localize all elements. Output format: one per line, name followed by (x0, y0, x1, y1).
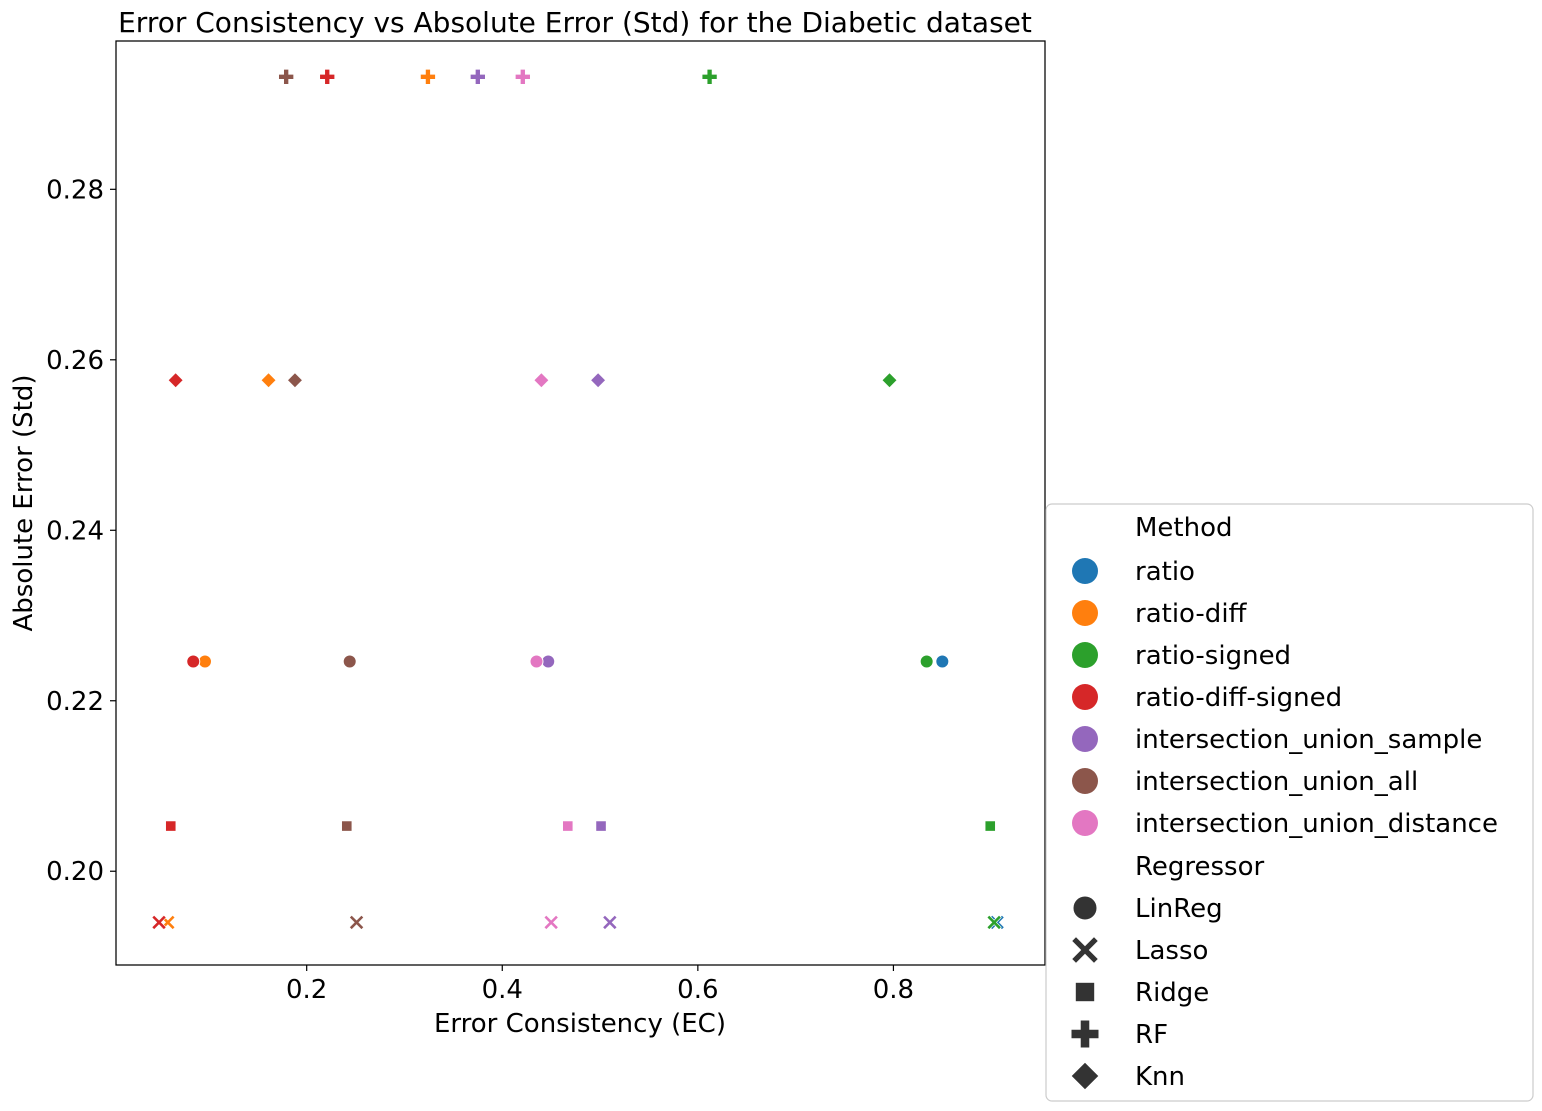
legend-method-title: Method (1135, 513, 1233, 543)
x-axis-label: Error Consistency (EC) (434, 1009, 726, 1039)
point-ratio-diff-signed-lasso (151, 914, 167, 930)
point-intersection_union_distance-ridge (562, 820, 574, 832)
point-intersection_union_sample-knn (590, 372, 607, 389)
point-ratio-signed-rf (701, 69, 718, 85)
x-tick-label: 0.6 (677, 975, 718, 1005)
legend-marker-knn (1070, 1061, 1100, 1091)
point-ratio-signed-knn (881, 372, 898, 389)
legend-label-ratio-signed: ratio-signed (1135, 641, 1291, 671)
legend-label-intersection_union_distance: intersection_union_distance (1135, 809, 1498, 839)
y-tick-label: 0.26 (46, 346, 104, 376)
legend-marker-rf (1070, 1019, 1100, 1049)
plot-area-frame (115, 40, 1046, 966)
x-tick-label: 0.2 (286, 975, 327, 1005)
point-intersection_union_sample-linreg (541, 654, 556, 669)
point-intersection_union_sample-ridge (595, 820, 607, 832)
point-ratio-signed-ridge (984, 820, 996, 832)
legend-label-knn: Knn (1135, 1062, 1185, 1092)
legend-label-intersection_union_sample: intersection_union_sample (1135, 725, 1482, 755)
legend-swatch-intersection_union_sample (1072, 726, 1098, 752)
legend: Method ratio ratio-diff ratio-signed ratio-… (1045, 503, 1534, 1102)
legend-label-ratio: ratio (1135, 557, 1195, 587)
y-tick-label: 0.20 (46, 857, 104, 887)
legend-label-rf: RF (1135, 1020, 1168, 1050)
point-ratio-diff-linreg (197, 654, 212, 669)
plot-marks (151, 69, 1005, 930)
chart-title: Error Consistency vs Absolute Error (Std… (118, 6, 1032, 39)
point-intersection_union_distance-knn (533, 372, 550, 389)
point-intersection_union_all-rf (278, 69, 294, 85)
y-axis-label: Absolute Error (Std) (9, 374, 39, 631)
legend-label-ridge: Ridge (1135, 978, 1209, 1008)
legend-swatch-ratio-signed (1072, 642, 1098, 668)
y-tick-label: 0.22 (46, 687, 104, 717)
y-tick-label: 0.28 (46, 175, 104, 205)
y-tick-label: 0.24 (46, 516, 104, 546)
point-ratio-diff-signed-linreg (186, 654, 201, 669)
legend-swatch-ratio-diff (1072, 600, 1098, 626)
legend-label-intersection_union_all: intersection_union_all (1135, 767, 1418, 797)
point-intersection_union_distance-rf (515, 69, 531, 85)
legend-swatch-intersection_union_all (1072, 768, 1098, 794)
point-intersection_union_distance-linreg (529, 654, 544, 669)
point-intersection_union_sample-lasso (602, 914, 618, 930)
legend-label-lasso: Lasso (1135, 936, 1208, 966)
x-tick-label: 0.4 (482, 975, 523, 1005)
point-intersection_union_sample-rf (470, 69, 486, 85)
point-ratio-linreg (935, 654, 950, 669)
legend-label-ratio-diff-signed: ratio-diff-signed (1135, 683, 1342, 713)
legend-label-ratio-diff: ratio-diff (1135, 599, 1248, 629)
legend-marker-linreg (1072, 895, 1098, 921)
legend-swatch-intersection_union_distance (1072, 810, 1098, 836)
legend-marker-lasso (1071, 936, 1099, 964)
point-ratio-diff-signed-knn (167, 372, 184, 389)
legend-methods: ratio ratio-diff ratio-signed ratio-diff-si… (1072, 557, 1498, 839)
legend-frame (1045, 503, 1534, 1102)
x-tick-label: 0.8 (873, 975, 914, 1005)
legend-swatch-ratio-diff-signed (1072, 684, 1098, 710)
legend-swatch-ratio (1072, 558, 1098, 584)
legend-marker-ridge (1075, 982, 1096, 1003)
legend-regressor-title: Regressor (1135, 852, 1265, 882)
point-intersection_union_all-lasso (348, 914, 365, 930)
point-ratio-diff-signed-ridge (165, 820, 177, 832)
legend-label-linreg: LinReg (1135, 894, 1223, 924)
point-intersection_union_all-ridge (341, 820, 353, 832)
point-ratio-signed-lasso (986, 914, 1002, 930)
legend-regressors: LinReg Lasso Ridge RF Knn (1070, 894, 1223, 1092)
point-ratio-signed-linreg (919, 654, 934, 669)
point-ratio-diff-signed-rf (319, 69, 336, 85)
point-intersection_union_all-linreg (342, 654, 357, 669)
axes: 0.2 0.4 0.6 0.8 0.20 0.22 0.24 0.26 0.28 (46, 175, 914, 1005)
point-ratio-diff-knn (260, 372, 277, 389)
point-intersection_union_distance-lasso (543, 914, 559, 930)
point-intersection_union_all-knn (286, 372, 303, 389)
point-ratio-diff-rf (420, 69, 436, 85)
